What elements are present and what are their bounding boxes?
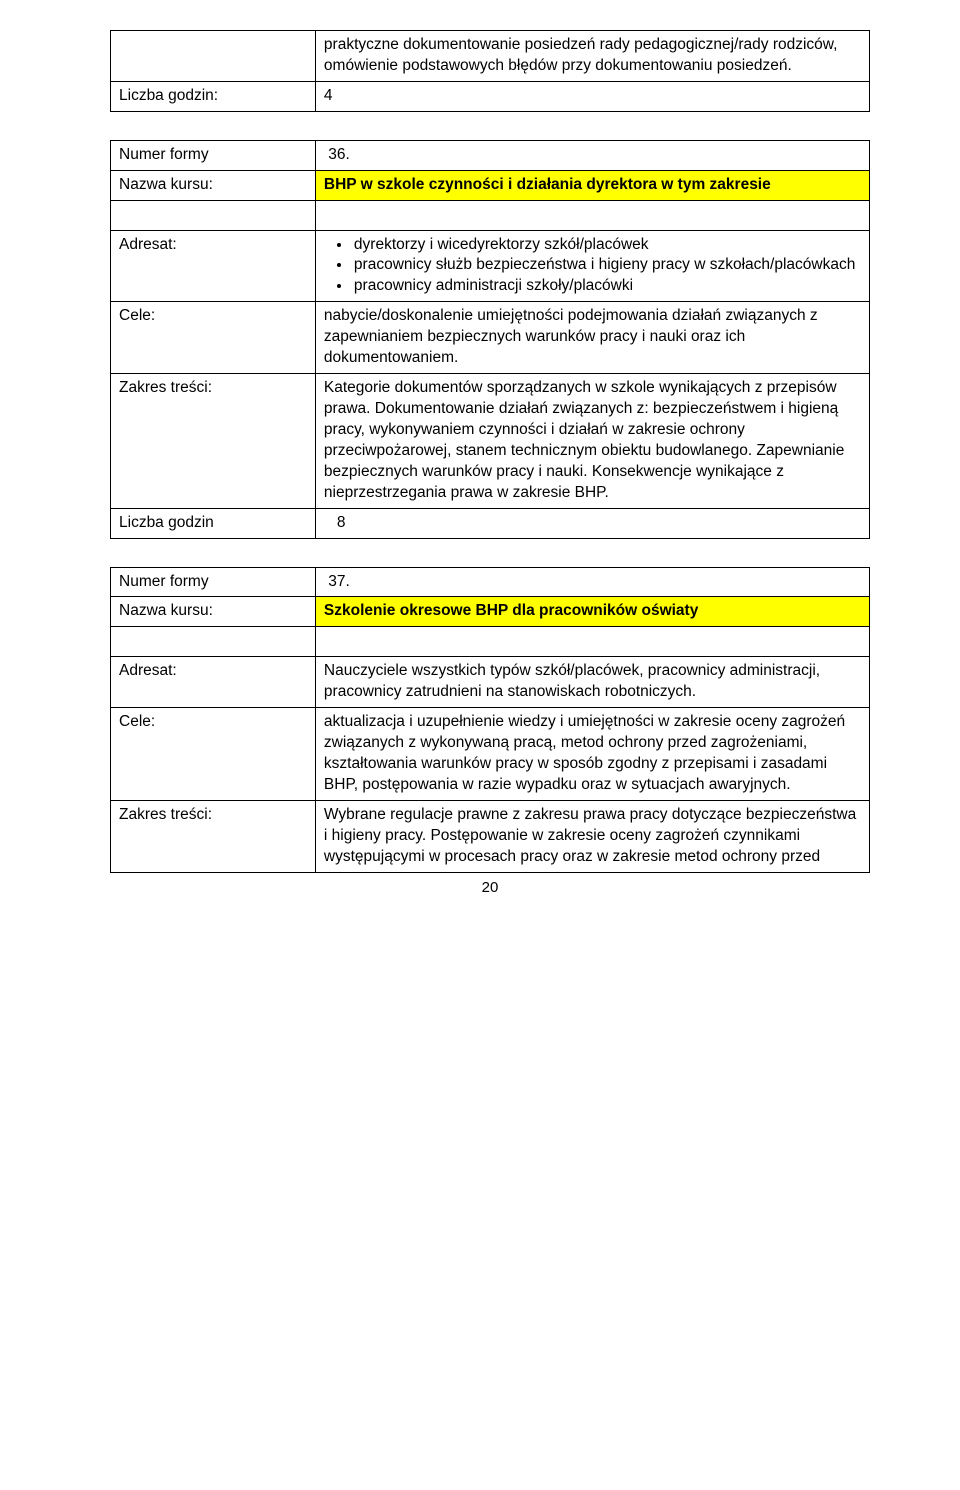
spacer-cell [315, 627, 869, 657]
numer-formy-label: Numer formy [111, 140, 316, 170]
zakres-label: Zakres treści: [111, 800, 316, 872]
list-item: pracownicy służb bezpieczeństwa i higien… [352, 255, 861, 276]
adresat-label: Adresat: [111, 657, 316, 708]
hours-label: Liczba godzin: [111, 81, 316, 111]
table-block-1: praktyczne dokumentowanie posiedzeń rady… [110, 30, 870, 112]
spacer-label [111, 200, 316, 230]
block3-numer: 37. [315, 567, 869, 597]
zakres-label: Zakres treści: [111, 374, 316, 509]
list-item: pracownicy administracji szkoły/placówki [352, 276, 861, 297]
block3-zakres: Wybrane regulacje prawne z zakresu prawa… [315, 800, 869, 872]
adresat-label: Adresat: [111, 230, 316, 302]
empty-label-cell [111, 31, 316, 82]
cele-label: Cele: [111, 302, 316, 374]
block1-hours: 4 [315, 81, 869, 111]
list-item: dyrektorzy i wicedyrektorzy szkół/placów… [352, 235, 861, 256]
block2-hours: 8 [315, 508, 869, 538]
spacer-label [111, 627, 316, 657]
cele-label: Cele: [111, 708, 316, 801]
block1-text: praktyczne dokumentowanie posiedzeń rady… [315, 31, 869, 82]
block2-cele: nabycie/doskonalenie umiejętności podejm… [315, 302, 869, 374]
block2-numer: 36. [315, 140, 869, 170]
numer-formy-label: Numer formy [111, 567, 316, 597]
table-block-2: Numer formy 36. Nazwa kursu: BHP w szkol… [110, 140, 870, 539]
nazwa-kursu-label: Nazwa kursu: [111, 170, 316, 200]
table-block-3: Numer formy 37. Nazwa kursu: Szkolenie o… [110, 567, 870, 873]
hours-label: Liczba godzin [111, 508, 316, 538]
page-number: 20 [110, 879, 870, 896]
nazwa-kursu-label: Nazwa kursu: [111, 597, 316, 627]
block2-zakres: Kategorie dokumentów sporządzanych w szk… [315, 374, 869, 509]
spacer-cell [315, 200, 869, 230]
block3-cele: aktualizacja i uzupełnienie wiedzy i umi… [315, 708, 869, 801]
block3-nazwa: Szkolenie okresowe BHP dla pracowników o… [315, 597, 869, 627]
adresat-list: dyrektorzy i wicedyrektorzy szkół/placów… [324, 235, 861, 298]
block2-adresat: dyrektorzy i wicedyrektorzy szkół/placów… [315, 230, 869, 302]
block3-adresat: Nauczyciele wszystkich typów szkół/placó… [315, 657, 869, 708]
block2-nazwa: BHP w szkole czynności i działania dyrek… [315, 170, 869, 200]
